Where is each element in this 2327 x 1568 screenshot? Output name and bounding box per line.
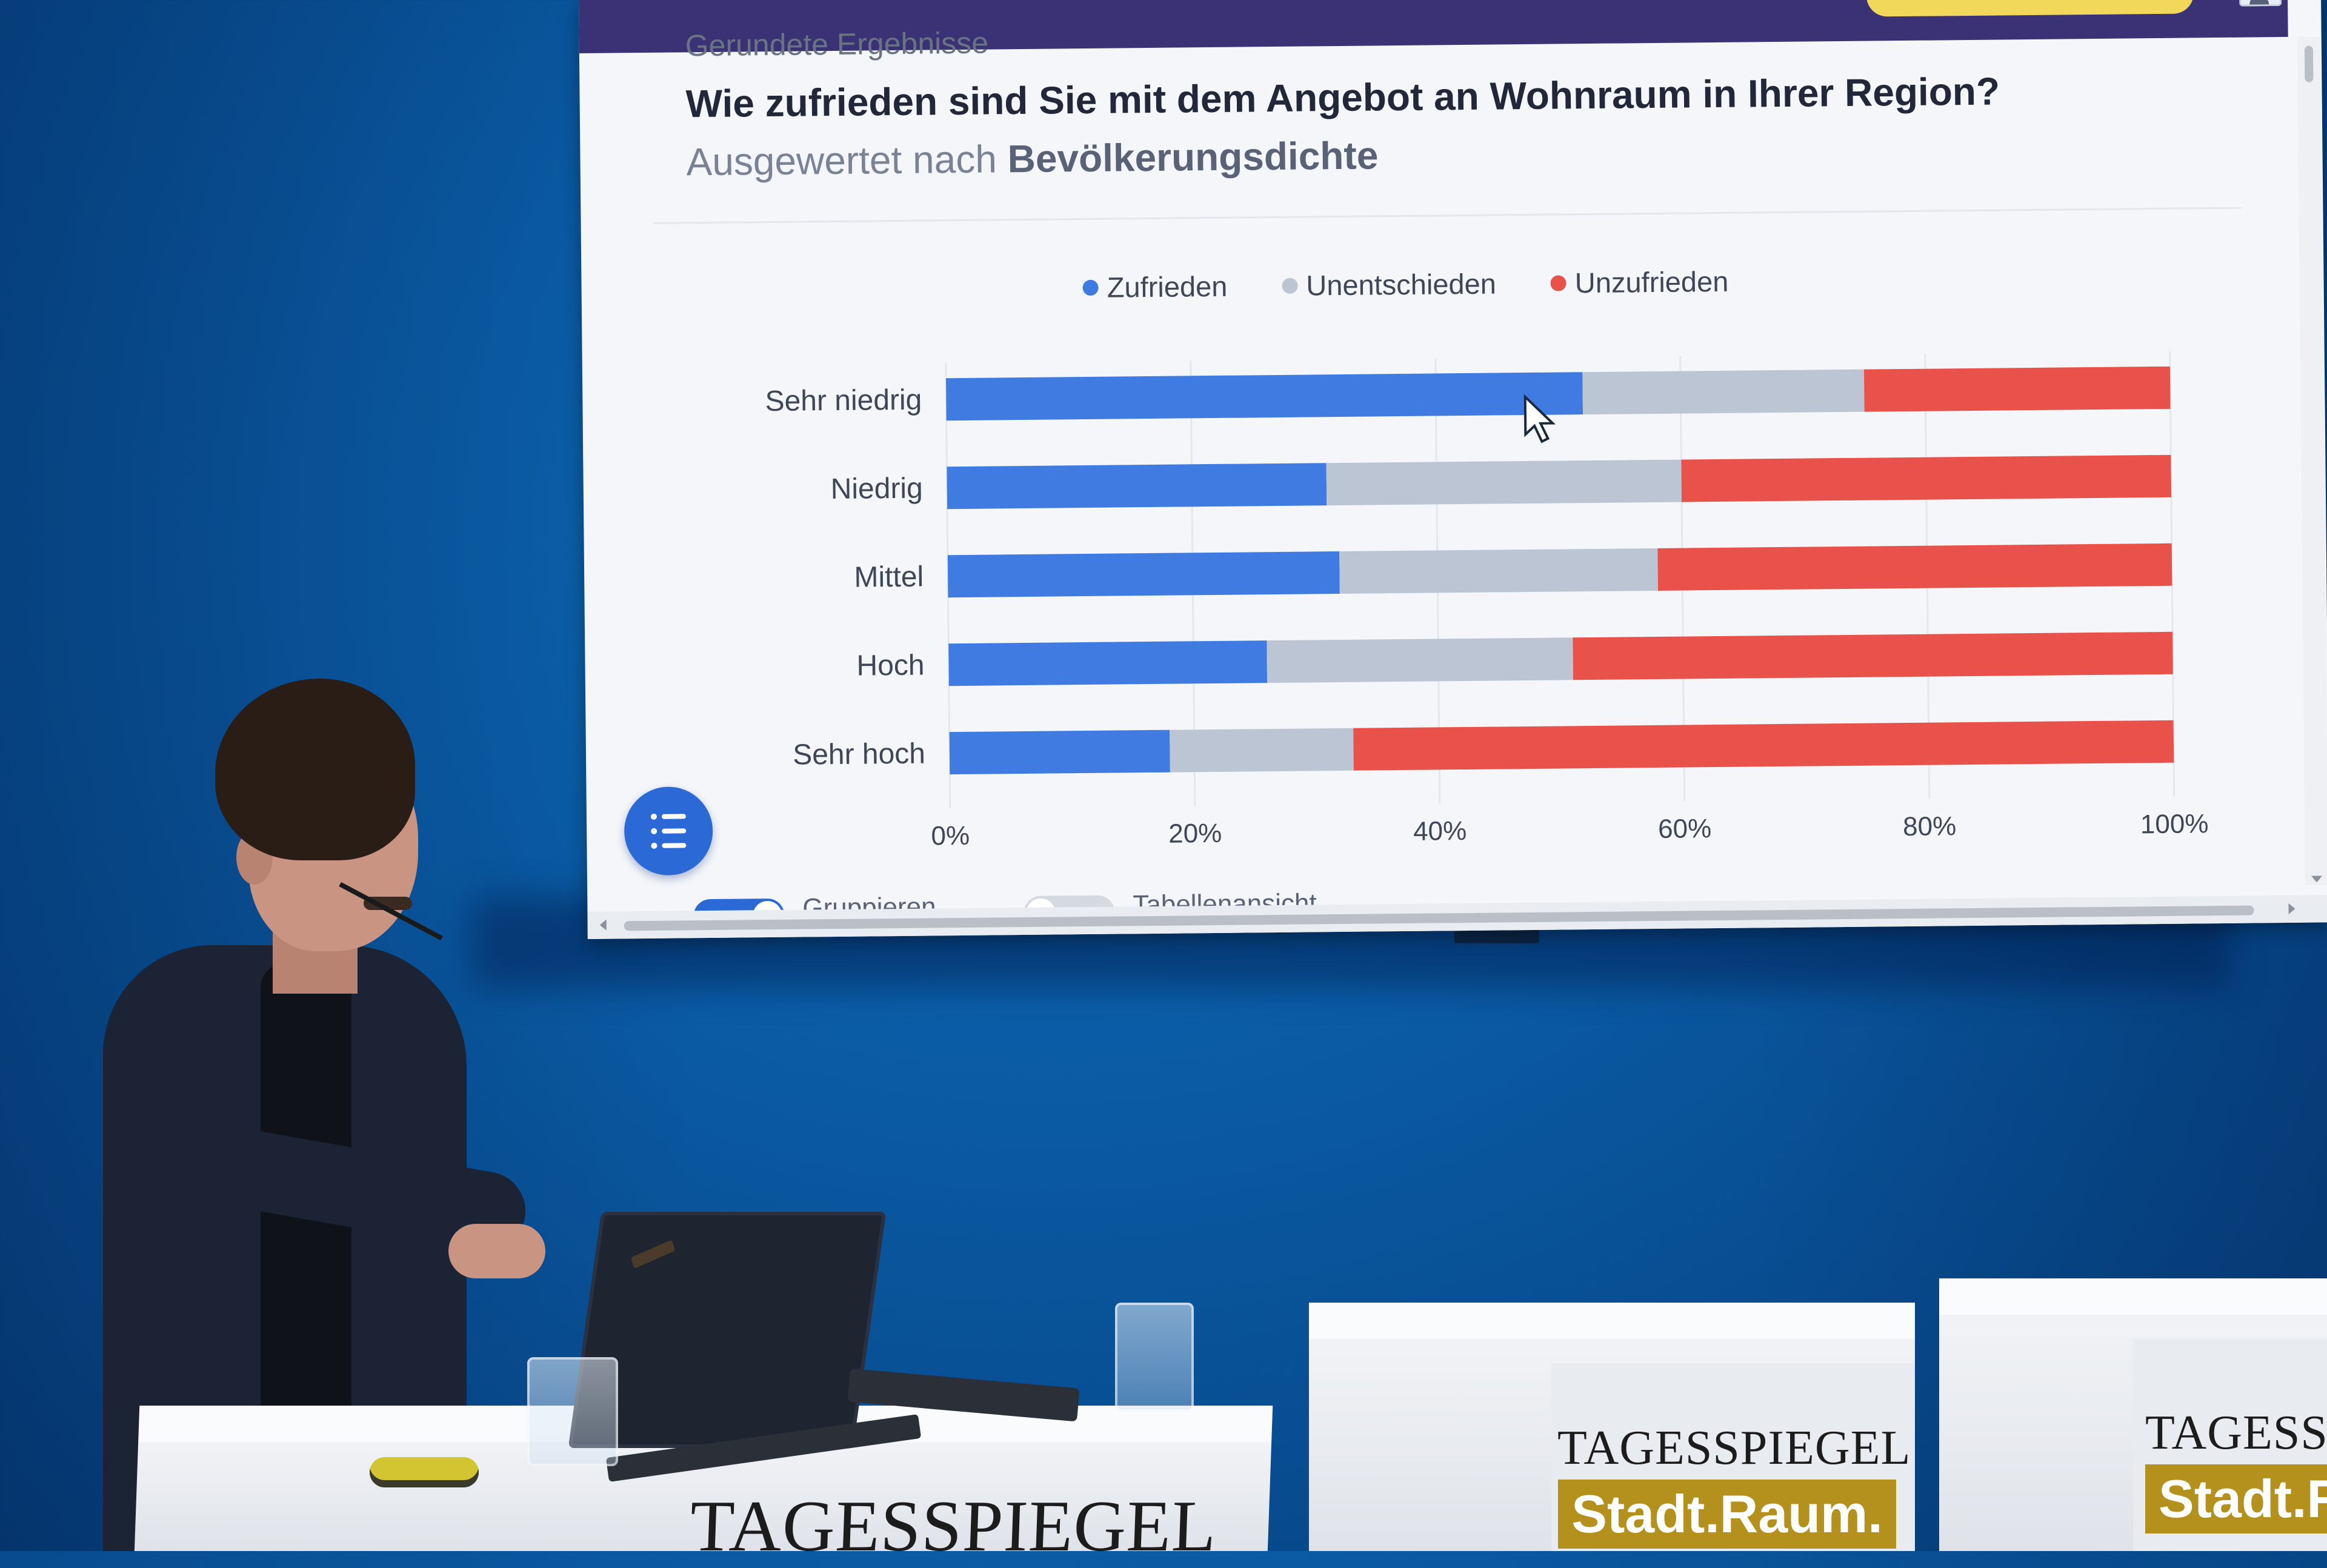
scroll-down-arrow-icon[interactable] — [2311, 875, 2323, 883]
x-tick-label: 80% — [1903, 811, 1957, 842]
subtitle-prefix: Ausgewertet nach — [686, 137, 997, 184]
bar-segment — [1267, 637, 1574, 683]
subtitle-grouping: Bevölkerungsdichte — [1007, 133, 1379, 181]
legend-item-2[interactable]: Unzufrieden — [1550, 265, 1729, 300]
bar-segment — [1681, 454, 2172, 502]
list-icon — [650, 813, 657, 820]
survey-question-heading: Wie zufrieden sind Sie mit dem Angebot a… — [685, 61, 2165, 191]
category-label: Mittel — [854, 561, 924, 594]
header-action-button[interactable] — [1866, 0, 2194, 17]
category-label: Hoch — [856, 649, 925, 682]
brand-lectern-main: TAGESSPIEGEL — [679, 1484, 1228, 1568]
scroll-left-arrow-icon[interactable] — [599, 919, 607, 931]
bar-segment — [949, 729, 1170, 775]
bar-segment — [1863, 366, 2171, 412]
bar-segment — [946, 372, 1583, 421]
legend-label: Zufrieden — [1107, 270, 1228, 304]
legend-label: Unzufrieden — [1574, 265, 1729, 299]
bar-segment — [1326, 459, 1682, 506]
category-label: Niedrig — [830, 473, 923, 505]
bar-segment — [948, 640, 1268, 686]
presentation-remote — [370, 1457, 479, 1487]
survey-question: Wie zufrieden sind Sie mit dem Angebot a… — [685, 69, 2000, 126]
bar-segment — [947, 551, 1340, 598]
presenter-hair — [215, 679, 415, 860]
water-glass — [527, 1357, 618, 1466]
bar-segment — [1339, 548, 1659, 594]
x-tick-label: 60% — [1658, 814, 1712, 844]
lectern-cube-right: TAGESSPIEGEL Stadt.Raum. — [1939, 1278, 2327, 1551]
event-badge: Stadt.Raum. — [2145, 1464, 2327, 1533]
category-label: Sehr hoch — [793, 738, 925, 771]
legend-dot-icon — [1082, 279, 1099, 296]
presenter-hand — [448, 1224, 545, 1278]
screen-mount — [1454, 930, 1539, 943]
bar-segment — [947, 463, 1327, 510]
legend-dot-icon — [1550, 274, 1567, 291]
bar-segment — [1582, 369, 1865, 415]
user-avatar-icon[interactable] — [2239, 0, 2282, 7]
vertical-scroll-thumb[interactable] — [2304, 45, 2314, 82]
brand-cube-right: TAGESSPIEGEL Stadt.Raum. — [2145, 1406, 2327, 1533]
chart-canvas: 0% 20% 40% 60% 80% 100% Sehr niedrig Niedrig Mit… — [765, 351, 2209, 851]
chart-legend: Zufrieden Unentschieden Unzufrieden — [581, 260, 2229, 309]
presentation-screen: Gerundete Ergebnisse Wie zufrieden sind … — [579, 0, 2327, 939]
brand-cube-middle: TAGESSPIEGEL Stadt.Raum. — [1557, 1421, 1911, 1549]
mouse-cursor-icon — [1523, 394, 1556, 443]
x-tick-label: 100% — [2140, 809, 2209, 839]
brand-wordmark: TAGESSPIEGEL — [1557, 1421, 1911, 1475]
legend-item-0[interactable]: Zufrieden — [1082, 270, 1228, 304]
bar-segment — [1657, 543, 2172, 591]
category-label: Sehr niedrig — [765, 384, 922, 417]
gridline — [945, 363, 951, 809]
heading-divider — [653, 207, 2242, 224]
brand-wordmark: TAGESSPIEGEL — [688, 1486, 1219, 1566]
list-menu-button[interactable] — [624, 786, 713, 876]
bar-segment — [1353, 720, 2174, 771]
bar-segment — [1170, 728, 1354, 772]
legend-label: Unentschieden — [1306, 267, 1497, 302]
lectern-cube-middle: TAGESSPIEGEL Stadt.Raum. — [1309, 1303, 1915, 1551]
water-glass — [1115, 1303, 1194, 1412]
x-tick-label: 0% — [931, 821, 970, 851]
stacked-bar-chart: 0% 20% 40% 60% 80% 100% Sehr niedrig Niedrig Mit… — [624, 323, 2266, 884]
event-badge: Stadt.Raum. — [1558, 1480, 1896, 1549]
legend-dot-icon — [1282, 277, 1298, 294]
results-eyebrow: Gerundete Ergebnisse — [685, 25, 989, 63]
scroll-right-arrow-icon[interactable] — [2288, 903, 2295, 914]
bar-segment — [1573, 631, 2173, 680]
vertical-scrollbar[interactable] — [2297, 36, 2327, 885]
laptop-logo-icon — [630, 1240, 676, 1269]
legend-item-1[interactable]: Unentschieden — [1282, 267, 1496, 302]
x-tick-label: 40% — [1413, 816, 1467, 846]
brand-wordmark: TAGESSPIEGEL — [2145, 1406, 2327, 1460]
x-tick-label: 20% — [1168, 819, 1222, 849]
